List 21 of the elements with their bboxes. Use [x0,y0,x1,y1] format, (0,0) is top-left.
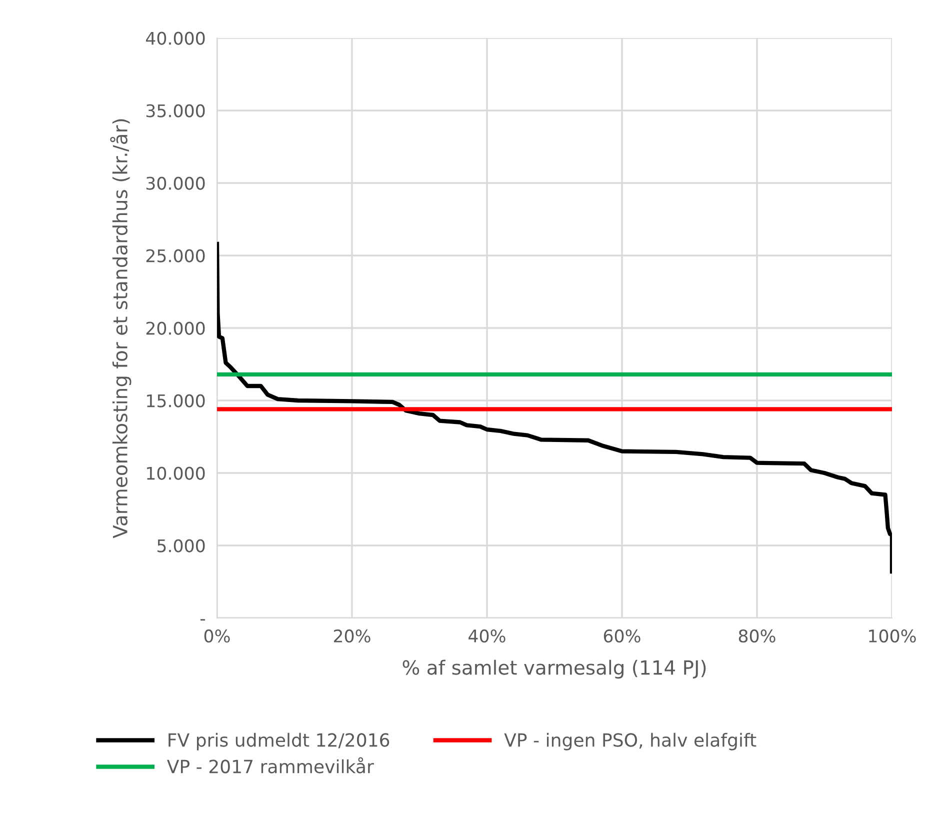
legend-label: FV pris udmeldt 12/2016 [168,732,390,750]
x-tick-label: 40% [468,629,506,643]
y-tick-label: 25.000 [146,249,205,262]
y-axis-title: Varmeomkosting for et standardhus (kr./år) [110,119,132,538]
y-tick-label: 40.000 [146,32,205,45]
y-tick-label: 20.000 [146,322,205,335]
x-tick-label: 80% [738,629,776,643]
y-tick-label: 15.000 [147,394,205,408]
y-tick-label: 35.000 [146,104,205,118]
x-tick-label: 60% [604,629,640,643]
y-tick-label: 10.000 [147,466,205,480]
y-tick-label: 5.000 [158,539,205,552]
y-tick-label: - [200,619,206,621]
y-tick-label: 30.000 [146,176,205,190]
legend-label: VP - 2017 rammevilkår [167,757,374,774]
x-tick-label: 20% [334,629,370,643]
legend-label: VP - ingen PSO, halv elafgift [504,732,756,750]
line-series [217,242,892,574]
x-tick-label: 0% [204,629,230,643]
x-tick-label: 100% [869,629,916,643]
x-axis-title: % af samlet varmesalg (114 PJ) [402,660,706,679]
